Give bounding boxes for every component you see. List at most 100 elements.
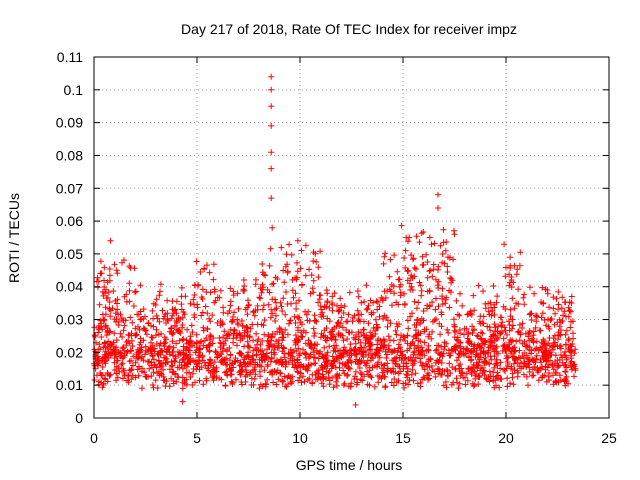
data-point — [382, 348, 389, 355]
data-point — [190, 296, 197, 303]
data-point — [484, 349, 491, 356]
data-point — [445, 254, 451, 261]
data-point — [329, 293, 336, 300]
data-point — [293, 348, 300, 355]
data-point — [540, 300, 547, 307]
data-point — [100, 292, 107, 299]
data-point — [196, 345, 203, 352]
data-point — [286, 320, 292, 327]
data-point — [459, 302, 466, 309]
data-point — [495, 372, 502, 379]
data-point — [187, 333, 194, 340]
y-tick-label: 0.08 — [56, 147, 83, 163]
data-point — [180, 336, 187, 342]
data-point — [530, 328, 537, 335]
data-point — [416, 239, 423, 246]
data-point — [328, 328, 335, 335]
data-point — [346, 289, 353, 296]
data-point — [310, 249, 317, 256]
data-point — [173, 340, 180, 347]
data-point — [298, 247, 305, 254]
data-point — [111, 330, 118, 337]
data-point — [367, 329, 374, 336]
data-point — [306, 266, 313, 273]
data-point — [220, 360, 227, 366]
data-point — [352, 368, 359, 375]
data-point — [217, 287, 224, 294]
data-point — [361, 298, 368, 305]
data-point — [221, 328, 228, 335]
data-point — [128, 357, 135, 364]
data-point — [132, 374, 139, 381]
data-point — [315, 264, 322, 271]
data-point — [235, 305, 242, 312]
y-tick-label: 0.07 — [56, 180, 83, 196]
data-point — [395, 341, 402, 348]
data-point — [482, 354, 489, 361]
data-point — [393, 331, 400, 338]
data-point — [332, 364, 339, 371]
data-point — [446, 304, 453, 311]
data-point — [409, 338, 416, 345]
data-point — [250, 308, 257, 315]
data-point — [160, 315, 167, 322]
data-point — [364, 381, 371, 388]
x-tick-label: 5 — [193, 430, 201, 446]
data-point — [149, 353, 156, 360]
x-ticks: 0 5 10 15 20 25 — [90, 57, 617, 446]
data-point — [439, 259, 446, 266]
data-point — [119, 360, 126, 367]
data-point — [391, 290, 398, 297]
data-point — [545, 316, 551, 323]
data-point — [207, 360, 214, 367]
data-point — [244, 329, 251, 335]
data-point — [411, 322, 418, 328]
data-point — [340, 310, 347, 316]
data-point — [392, 327, 399, 334]
data-point — [294, 327, 301, 334]
data-point — [140, 325, 147, 332]
data-point — [93, 278, 100, 285]
data-point — [157, 281, 164, 288]
data-point — [161, 334, 168, 341]
data-point — [366, 340, 373, 347]
data-point — [370, 299, 377, 306]
data-point — [344, 371, 351, 378]
data-point — [106, 372, 113, 379]
data-point — [104, 378, 111, 385]
data-point — [346, 329, 353, 336]
data-point — [341, 380, 348, 387]
data-point — [384, 367, 391, 374]
data-point — [451, 231, 458, 238]
data-point — [300, 327, 307, 334]
data-point — [504, 375, 511, 382]
data-point — [206, 315, 213, 322]
data-point — [545, 323, 552, 330]
data-point — [228, 378, 235, 385]
data-point — [497, 359, 504, 366]
data-point — [107, 371, 114, 378]
data-point — [306, 375, 313, 382]
data-point — [387, 256, 394, 263]
data-point — [449, 277, 456, 284]
data-point — [269, 310, 276, 317]
data-point — [130, 353, 137, 360]
data-point — [193, 331, 200, 338]
data-point — [200, 357, 206, 364]
data-point — [186, 339, 193, 346]
y-tick-label: 0.03 — [56, 312, 83, 328]
data-point — [126, 340, 133, 347]
data-point — [417, 380, 424, 386]
data-point — [406, 377, 413, 384]
data-point — [272, 359, 279, 366]
data-point — [500, 303, 507, 310]
data-point — [355, 361, 361, 368]
data-point — [136, 341, 143, 348]
data-point — [540, 336, 547, 343]
data-point — [409, 287, 416, 293]
data-point — [132, 289, 138, 296]
data-point — [180, 343, 187, 350]
data-point — [169, 338, 176, 345]
data-point — [153, 364, 160, 371]
data-point — [283, 383, 290, 390]
